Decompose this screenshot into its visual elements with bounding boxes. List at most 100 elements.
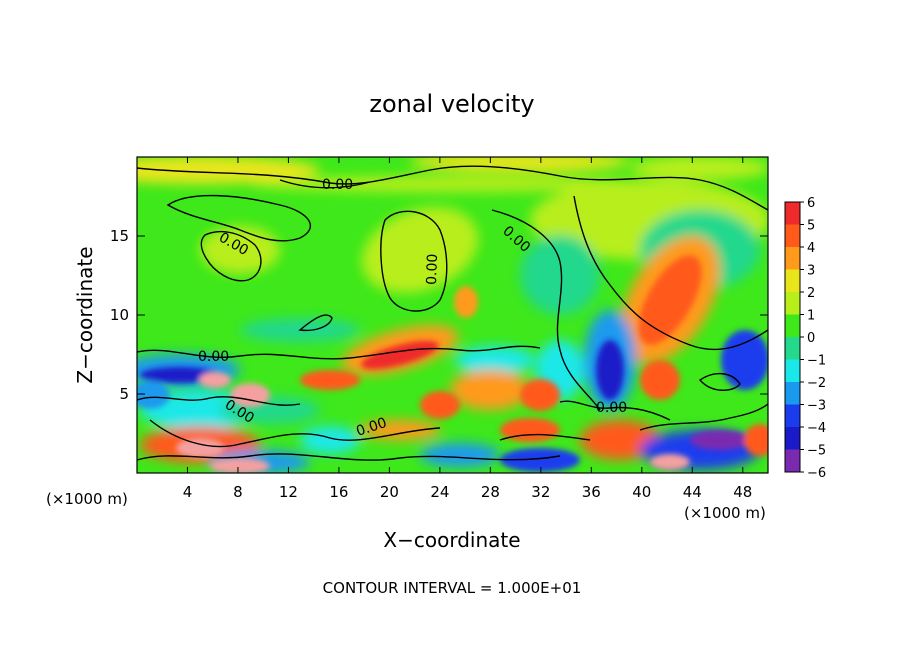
contour-interval-note: CONTOUR INTERVAL = 1.000E+01: [323, 579, 582, 597]
field-patch: [140, 390, 260, 430]
field-patch: [520, 379, 560, 411]
field-patch: [690, 430, 750, 450]
field-patch: [176, 438, 224, 458]
field-patch: [137, 157, 320, 184]
colorbar-label: 2: [807, 286, 815, 301]
x-tick-label: 16: [329, 483, 348, 501]
field-patch: [210, 458, 270, 473]
x-tick-label: 4: [183, 483, 193, 501]
colorbar-swatch: [785, 449, 800, 472]
colorbar-label: −5: [807, 444, 826, 459]
field-patch: [650, 454, 690, 470]
y-tick-label: 15: [110, 227, 129, 245]
contour-line: [380, 210, 448, 312]
colorbar-swatch: [785, 382, 800, 405]
zero-contours: [137, 165, 768, 461]
x-tick-label: 48: [733, 483, 752, 501]
colorbar-label: −1: [807, 354, 826, 369]
contour-line: [491, 209, 601, 411]
field-patch: [410, 157, 630, 172]
field-patch: [638, 255, 702, 345]
chart-title: zonal velocity: [369, 90, 534, 118]
field-patch: [640, 360, 680, 400]
y-tick-label: 10: [110, 306, 129, 324]
field-patch: [361, 207, 479, 293]
colorbar-label: 6: [807, 196, 815, 211]
field-patch: [361, 340, 439, 370]
colorbar-swatch: [785, 202, 800, 225]
colorbar-label: 5: [807, 219, 815, 234]
colorbar-label: −6: [807, 466, 826, 481]
x-tick-label: 44: [683, 483, 702, 501]
x-tick-label: 36: [582, 483, 601, 501]
colorbar-swatch: [785, 292, 800, 315]
field-patch: [596, 340, 624, 400]
contour-line: [298, 314, 333, 332]
field-patch: [721, 330, 768, 390]
colorbar-label: 1: [807, 309, 815, 324]
colorbar-swatch: [785, 404, 800, 427]
x-tick-label: 12: [279, 483, 298, 501]
y-axis-label: Z−coordinate: [73, 246, 97, 383]
contour-line: [149, 419, 441, 448]
field-patch: [454, 286, 478, 318]
contour-line: [573, 195, 768, 351]
field-patch: [744, 424, 768, 456]
x-tick-label: 28: [481, 483, 500, 501]
x-unit-left: (×1000 m): [46, 490, 128, 508]
x-tick-label: 8: [233, 483, 243, 501]
field-patch: [500, 448, 580, 472]
contour-line: [499, 433, 591, 441]
contour-line: [559, 400, 671, 421]
x-tick-label: 20: [380, 483, 399, 501]
field-patch: [420, 443, 500, 467]
colorbar-swatch: [785, 359, 800, 382]
x-tick-label: 32: [531, 483, 550, 501]
x-axis-label: X−coordinate: [383, 528, 520, 552]
contour-line: [137, 345, 541, 360]
field-patch: [630, 157, 768, 180]
contour-line: [137, 396, 301, 406]
contour-line: [137, 165, 768, 211]
colorbar-swatch: [785, 337, 800, 360]
field-patch: [250, 176, 650, 192]
contour-label: 0.00: [322, 177, 353, 193]
contour-line: [137, 453, 561, 461]
colorbar-label: −2: [807, 376, 826, 391]
y-tick-label: 5: [119, 385, 129, 403]
field-patch: [360, 420, 440, 440]
field-patch: [450, 370, 530, 410]
colorbar: 6 5 4 3 2 1 0 −1 −2 −3 −4 −5 −6: [784, 196, 826, 481]
field-patch: [520, 235, 600, 315]
colorbar-swatch: [785, 314, 800, 337]
contour-line: [279, 179, 371, 189]
field-patch: [137, 381, 170, 409]
contour-line: [200, 230, 262, 282]
colorbar-swatch: [785, 269, 800, 292]
colorbar-swatch: [785, 247, 800, 270]
field-patch: [300, 370, 360, 390]
contour-line: [166, 194, 312, 242]
x-unit-right: (×1000 m): [684, 504, 766, 522]
contour-label: 0.00: [596, 400, 627, 416]
field-patch: [300, 426, 360, 454]
colorbar-label: 0: [807, 331, 815, 346]
field-patch: [230, 383, 270, 407]
x-tick-label: 24: [430, 483, 449, 501]
x-tick-label: 40: [632, 483, 651, 501]
heatmap-field: [137, 157, 768, 473]
field-patch: [455, 346, 535, 374]
colorbar-swatch: [785, 224, 800, 247]
field-patch: [200, 226, 280, 274]
colorbar-label: 4: [807, 241, 815, 256]
field-patch: [199, 372, 231, 388]
contour-line: [698, 373, 741, 391]
y-axis: 5 10 15: [110, 227, 768, 403]
x-axis: 4 8 12 16 20 24 28 32 36 40 44 48: [183, 157, 752, 501]
contour-line: [639, 403, 768, 431]
colorbar-label: −4: [807, 421, 826, 436]
contour-label: 0.00: [424, 253, 441, 285]
field-patch: [500, 418, 560, 442]
contour-label: 0.00: [198, 349, 229, 365]
